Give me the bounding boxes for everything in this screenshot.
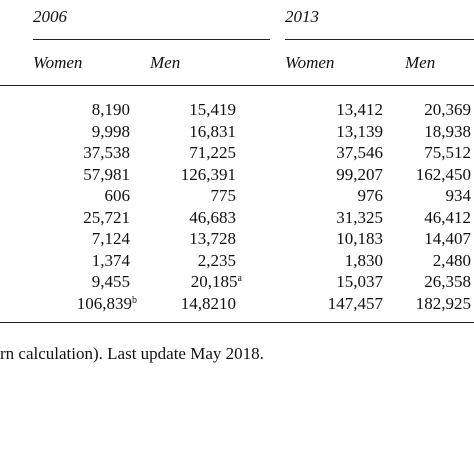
cell: 2,480 [432, 250, 471, 270]
cell: 1,830 [344, 250, 383, 270]
group-rule [33, 39, 270, 40]
cell: 46,412 [424, 207, 471, 227]
cell: 13,139 [336, 121, 383, 141]
cell: 37,546 [336, 143, 383, 162]
cell: 15,419 [189, 100, 236, 119]
cell: 16,831 [189, 121, 236, 141]
cell: 31,325 [336, 207, 383, 227]
cell: 126,391 [180, 164, 236, 184]
cell: 71,225 [189, 143, 236, 162]
cell: 775 [210, 186, 237, 205]
cell: 14,407 [424, 229, 471, 248]
cell: 147,457 [327, 293, 383, 313]
cell: 976 [357, 186, 384, 205]
header-rule [0, 85, 474, 86]
cell: 75,512 [424, 143, 471, 162]
group-header: 2013 [285, 7, 319, 26]
group-header: 2006 [33, 7, 67, 26]
cell: 13,412 [336, 100, 383, 119]
cell: 8,190 [91, 100, 130, 119]
cell-value: 106,839 [76, 293, 132, 313]
cell: 46,683 [189, 207, 236, 227]
cell: 20,369 [424, 100, 471, 119]
cell: 9,455 [91, 272, 130, 291]
cell: 162,450 [415, 164, 471, 184]
cell: 10,183 [336, 229, 383, 248]
cell: 106,839b [77, 294, 137, 314]
cell: 9,998 [91, 121, 130, 141]
cell: 99,207 [336, 164, 383, 184]
column-header: Women [33, 53, 83, 72]
column-header: Men [405, 53, 436, 72]
column-header: Men [150, 53, 181, 72]
cell: 25,721 [83, 207, 130, 227]
cell: 14,8210 [180, 293, 236, 313]
cell: 606 [104, 186, 131, 205]
cell-value: 20,185 [190, 272, 238, 291]
footnote: rn calculation). Last update May 2018. [0, 344, 264, 363]
cell: 18,938 [424, 121, 471, 141]
cell: 13,728 [189, 229, 236, 248]
cell: 934 [445, 186, 472, 205]
cell: 2,235 [197, 250, 236, 270]
footnote-marker: a [237, 273, 242, 284]
cell: 26,358 [424, 272, 471, 291]
cell: 182,925 [415, 293, 471, 313]
group-rule [285, 39, 474, 40]
cell: 37,538 [83, 143, 130, 162]
cell: 15,037 [336, 272, 383, 291]
column-header: Women [285, 53, 335, 72]
footnote-marker: b [132, 294, 137, 306]
cell: 7,124 [91, 229, 130, 248]
cell: 57,981 [83, 164, 130, 184]
cell: 1,374 [91, 250, 130, 270]
bottom-rule [0, 322, 474, 323]
cell: 20,185a [191, 272, 242, 292]
